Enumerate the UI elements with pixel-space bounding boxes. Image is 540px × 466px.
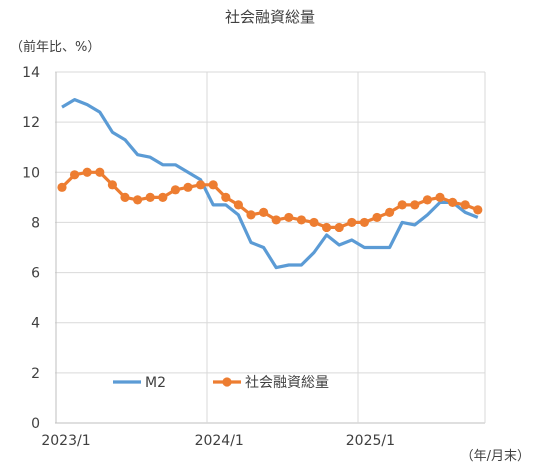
data-point — [82, 167, 92, 177]
x-axis-unit-label: （年/月末） — [461, 449, 530, 464]
y-tick-label: 4 — [31, 316, 40, 332]
legend: M2 社会融資総量 — [113, 375, 329, 391]
x-tick-label: 2023/1 — [41, 433, 90, 449]
data-point — [422, 195, 432, 205]
data-point — [57, 182, 67, 192]
data-point — [410, 200, 420, 210]
x-tick-label: 2024/1 — [195, 433, 244, 449]
data-point — [170, 185, 180, 195]
y-tick-label: 10 — [22, 165, 40, 181]
legend-marker — [222, 377, 232, 387]
data-point — [473, 205, 483, 215]
series-line-1 — [60, 170, 479, 229]
chart-title: 社会融資総量 — [225, 8, 315, 26]
data-point — [347, 217, 357, 228]
x-tick-label: 2025/1 — [346, 433, 395, 449]
data-point — [221, 192, 231, 202]
legend-item: 社会融資総量 — [213, 375, 329, 391]
gridlines — [55, 71, 486, 424]
x-axis-ticks: 2023/1 2024/1 2025/1 — [41, 433, 395, 449]
y-tick-label: 0 — [31, 416, 40, 432]
data-point — [70, 170, 80, 180]
y-axis-ticks: 0 2 4 6 8 10 12 14 — [22, 65, 40, 432]
legend-item: M2 — [113, 375, 166, 391]
data-point — [397, 200, 407, 210]
data-point — [372, 212, 382, 223]
data-point — [359, 217, 369, 228]
legend-label: M2 — [145, 375, 166, 391]
y-tick-label: 14 — [22, 65, 40, 81]
data-point — [158, 192, 168, 202]
data-point — [120, 192, 130, 202]
data-point — [385, 207, 395, 217]
data-point — [334, 222, 344, 233]
y-tick-label: 8 — [31, 215, 40, 231]
y-axis-unit-label: （前年比、%） — [10, 39, 100, 55]
data-point — [448, 197, 458, 207]
series-group — [57, 97, 483, 270]
data-point — [107, 180, 117, 190]
data-point — [309, 217, 319, 228]
y-tick-label: 2 — [31, 366, 40, 382]
data-point — [460, 200, 470, 210]
series-line-0 — [61, 97, 479, 270]
data-point — [196, 180, 206, 190]
y-tick-label: 6 — [31, 266, 40, 282]
data-point — [322, 222, 332, 233]
data-point — [183, 182, 193, 192]
legend-label: 社会融資総量 — [245, 375, 329, 391]
y-tick-label: 12 — [22, 115, 40, 131]
data-point — [271, 215, 281, 225]
data-point — [246, 210, 256, 220]
data-point — [95, 167, 105, 177]
data-point — [208, 180, 218, 190]
data-point — [259, 207, 269, 217]
data-point — [145, 192, 155, 202]
data-point — [296, 215, 306, 225]
data-point — [133, 195, 143, 205]
data-point — [284, 212, 294, 223]
data-point — [435, 192, 445, 202]
data-point — [233, 200, 243, 210]
